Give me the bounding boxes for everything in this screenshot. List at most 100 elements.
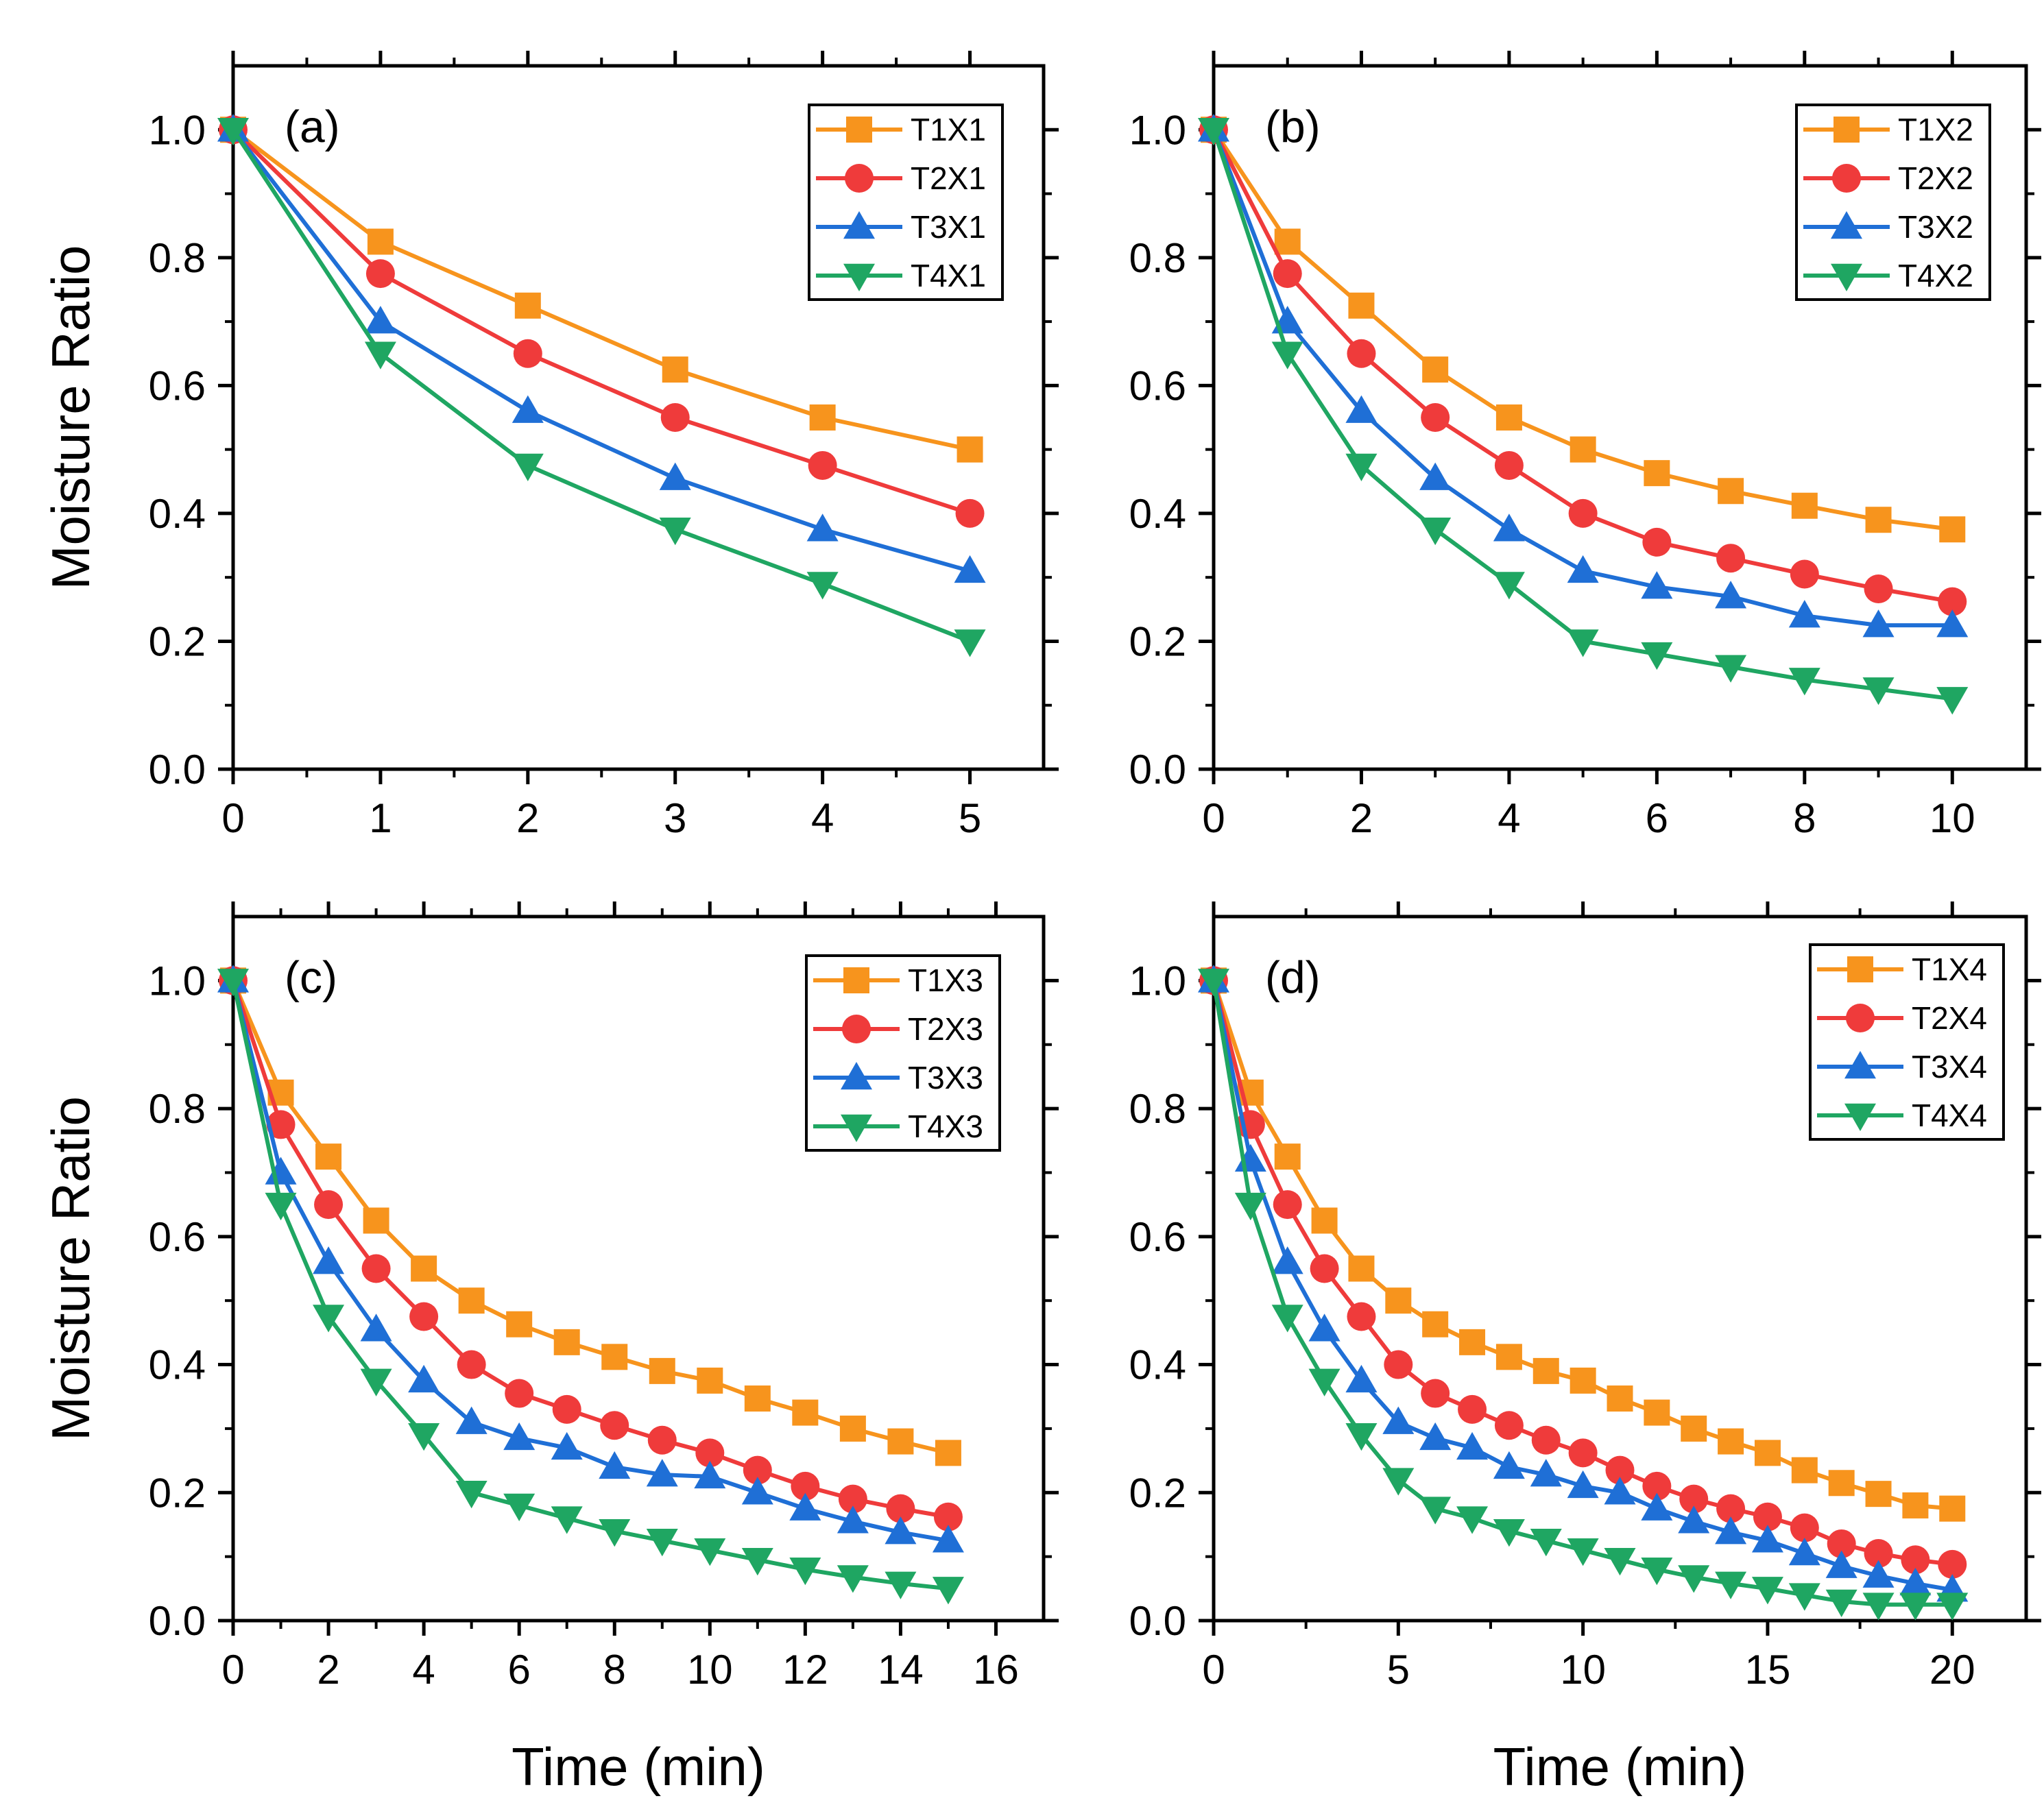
legend-label: T1X1 [911,112,986,147]
plot-frame [231,64,1046,771]
data-point [1641,571,1673,599]
data-point [1791,492,1818,519]
data-point [1827,1529,1856,1558]
data-point [551,1506,583,1534]
plot-frame [1212,915,2028,1623]
legend-marker [843,967,869,993]
panel-a: 0 1 2 3 4 5 0.0 0.2 0.4 0.6 0.8 1.0 Moisture Ratio (a… [40,51,1059,841]
data-point [1422,356,1449,383]
data-point [505,1379,534,1408]
x-tick-label: 16 [973,1647,1019,1693]
data-point [1493,513,1525,542]
data-point [646,1529,678,1557]
data-point [514,292,541,319]
data-point [1716,1494,1746,1523]
series-line [231,980,949,1519]
x-tick-label: 2 [1350,795,1373,841]
data-point [1715,1571,1747,1599]
x-tick-label: 10 [1929,795,1975,841]
data-point [1271,1305,1303,1333]
x-tick-label: 10 [687,1647,733,1693]
data-point [408,1422,440,1451]
data-point [1273,259,1302,289]
data-point [1605,1455,1635,1485]
data-point [1864,1538,1893,1568]
panel-label: (c) [285,952,337,1002]
y-tick-label: 0.8 [1129,235,1186,281]
legend-label: T1X4 [1912,952,1987,987]
series-T4X1 [217,118,986,657]
legend: T1X1 T2X1 T3X1 T4X1 [808,104,1004,301]
legend-marker [1844,1051,1876,1079]
data-point [1715,581,1747,609]
data-point [1715,1516,1747,1545]
data-point [1788,1583,1820,1611]
data-point [599,1519,631,1547]
series-T4X3 [217,969,964,1605]
data-point [1345,453,1378,481]
data-point [364,341,396,370]
legend-marker [841,1114,872,1142]
legend-marker [1831,211,1862,239]
legend-marker [1833,117,1860,143]
data-point [957,436,983,463]
data-point [1274,228,1301,255]
x-tick-label: 5 [959,795,981,841]
legend-marker [843,211,875,239]
data-point [697,1367,723,1394]
data-point [360,1313,392,1342]
data-point [1570,436,1596,463]
x-tick-label: 4 [811,795,834,841]
data-point [1751,1525,1783,1553]
legend-label: T2X3 [908,1011,983,1047]
data-point [313,1305,345,1333]
data-point [1531,1425,1561,1455]
x-tick-label: 4 [412,1647,435,1693]
x-tick-label: 2 [317,1647,339,1693]
data-point [512,395,544,423]
data-point [1198,969,1229,997]
data-point [955,498,985,528]
data-point [932,1577,964,1605]
legend-label: T2X1 [911,160,986,196]
legend-marker [845,164,874,193]
legend-marker [1844,1103,1876,1131]
legend-marker [846,117,872,143]
y-tick-label: 0.0 [1129,1598,1186,1644]
data-point [743,1455,772,1485]
data-point [1493,1519,1525,1547]
legend-marker [842,1015,871,1043]
data-point [1419,1497,1452,1525]
series-line [231,980,949,1455]
data-point [503,1493,536,1521]
data-point [1607,1385,1633,1412]
data-point [455,1406,488,1434]
data-point [1679,1484,1709,1514]
series-T2X1 [219,115,985,528]
legend-marker [1831,263,1862,291]
data-point [1902,1492,1929,1518]
legend-label: T3X2 [1898,209,1973,245]
data-point [217,969,249,997]
x-tick-label: 14 [878,1647,924,1693]
y-tick-label: 0.6 [1129,1214,1186,1260]
data-point [1828,1470,1855,1497]
data-point [1825,1550,1857,1578]
data-point [1718,1428,1744,1455]
plot-frame [1212,64,2028,771]
data-point [885,1516,917,1545]
data-point [1271,1246,1303,1274]
data-point [217,118,249,146]
data-point [1567,555,1599,583]
data-point [1568,1438,1598,1468]
panel-d: 0 5 10 15 20 0.0 0.2 0.4 0.6 0.8 1.0 Time (min) (d) T… [1129,901,2041,1797]
data-point [660,403,690,432]
data-point [1936,1593,1969,1621]
legend: T1X2 T2X2 T3X2 T4X2 [1795,104,1991,301]
data-point [806,513,839,542]
series-line [231,128,971,573]
y-tick-label: 0.4 [149,491,206,537]
y-tick-label: 0.8 [149,235,206,281]
data-point [1494,1411,1524,1440]
data-point [662,356,688,383]
